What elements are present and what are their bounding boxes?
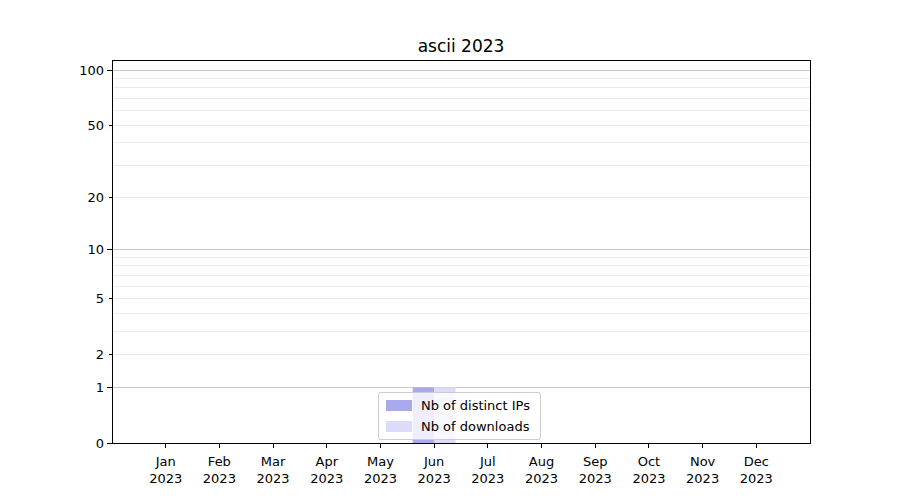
x-tick-label: Aug (529, 454, 554, 469)
x-tick-label: Jan (155, 454, 176, 469)
legend-label-downloads: Nb of downloads (421, 419, 529, 434)
y-tick-label: 0 (96, 436, 104, 451)
x-tick-label: Mar (261, 454, 286, 469)
x-tick-label: Dec (744, 454, 769, 469)
legend-swatch-downloads (386, 421, 412, 432)
x-tick-label: Oct (638, 454, 660, 469)
x-tick-label: 2023 (149, 471, 182, 486)
x-tick-label: 2023 (418, 471, 451, 486)
y-tick-label: 5 (96, 291, 104, 306)
legend-label-distinct-ips: Nb of distinct IPs (421, 398, 530, 413)
x-tick-label: 2023 (471, 471, 504, 486)
legend: Nb of distinct IPs Nb of downloads (378, 392, 541, 440)
x-tick-label: 2023 (364, 471, 397, 486)
y-tick-label: 10 (87, 242, 104, 257)
plot-border (112, 60, 810, 444)
y-tick-label: 50 (87, 118, 104, 133)
x-tick-label: Nov (690, 454, 716, 469)
x-tick-label: Sep (583, 454, 608, 469)
y-tick-label: 100 (79, 63, 104, 78)
x-tick-label: Apr (316, 454, 339, 469)
y-tick-label: 1 (96, 380, 104, 395)
x-tick-label: 2023 (257, 471, 290, 486)
x-tick-label: 2023 (579, 471, 612, 486)
x-tick-label: Feb (208, 454, 231, 469)
y-tick-label: 2 (96, 347, 104, 362)
x-tick-label: 2023 (203, 471, 236, 486)
figure: 0 1 2 5 10 20 50 100 Jan 2023 Feb 2023 Mar 2023 Apr 202… (0, 0, 900, 500)
x-tick-label: 2023 (740, 471, 773, 486)
legend-item-distinct-ips: Nb of distinct IPs (379, 395, 540, 416)
x-tick-label: May (367, 454, 394, 469)
y-tick-label: 20 (87, 190, 104, 205)
x-tick-label: 2023 (632, 471, 665, 486)
x-tick-label: Jun (423, 454, 444, 469)
x-tick-label: 2023 (310, 471, 343, 486)
x-tick-label: 2023 (525, 471, 558, 486)
legend-swatch-distinct-ips (386, 400, 412, 411)
x-tick-label: Jul (479, 454, 496, 469)
legend-item-downloads: Nb of downloads (379, 416, 540, 437)
chart-title: ascii 2023 (112, 36, 810, 56)
x-tick-label: 2023 (686, 471, 719, 486)
